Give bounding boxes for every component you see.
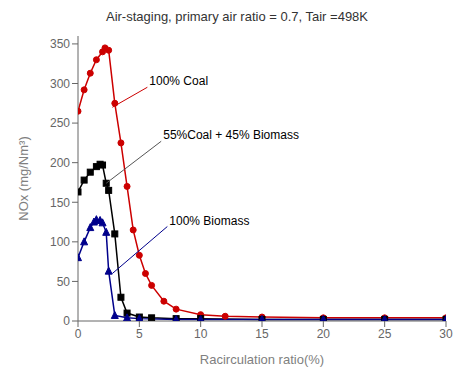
svg-text:200: 200 <box>50 156 70 170</box>
svg-text:350: 350 <box>50 37 70 51</box>
svg-text:NOx (mg/Nm³): NOx (mg/Nm³) <box>16 136 31 221</box>
svg-text:30: 30 <box>439 327 453 341</box>
svg-text:50: 50 <box>57 275 71 289</box>
svg-text:250: 250 <box>50 116 70 130</box>
svg-text:0: 0 <box>75 327 82 341</box>
svg-text:Racirculation ratio(%): Racirculation ratio(%) <box>200 352 324 367</box>
svg-text:10: 10 <box>194 327 208 341</box>
svg-text:0: 0 <box>63 314 70 328</box>
svg-text:20: 20 <box>317 327 331 341</box>
html-text:Air-staging, primary air ratio: Air-staging, primary air ratio = 0.7, Ta… <box>106 9 368 24</box>
svg-text:55%Coal + 45% Biomass: 55%Coal + 45% Biomass <box>163 128 299 142</box>
svg-text:25: 25 <box>378 327 392 341</box>
svg-text:100% Coal: 100% Coal <box>149 74 208 88</box>
svg-text:300: 300 <box>50 77 70 91</box>
svg-text:15: 15 <box>255 327 269 341</box>
svg-text:100: 100 <box>50 235 70 249</box>
svg-text:5: 5 <box>136 327 143 341</box>
svg-text:150: 150 <box>50 196 70 210</box>
svg-text:100% Biomass: 100% Biomass <box>169 214 249 228</box>
